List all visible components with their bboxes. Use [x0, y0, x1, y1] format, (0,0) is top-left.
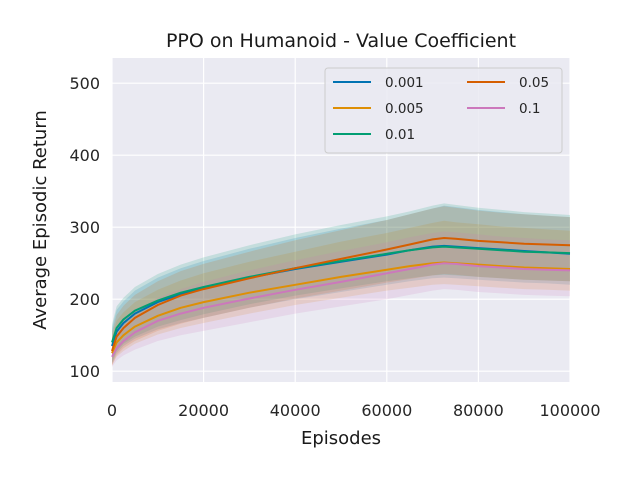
y-tick-label: 100	[69, 362, 100, 381]
x-tick-labels: 0 20000 40000 60000 80000 100000	[107, 401, 601, 420]
legend-label-0.005: 0.005	[385, 101, 424, 117]
legend-label-0.01: 0.01	[385, 127, 415, 143]
legend-label-0.05: 0.05	[519, 75, 549, 91]
series-band-0.005	[112, 220, 570, 366]
x-tick-label: 20000	[178, 401, 229, 420]
series-line-0.01	[111, 245, 571, 343]
series-band-0.01	[112, 203, 570, 363]
y-tick-label: 200	[69, 290, 100, 309]
x-axis-label: Episodes	[301, 428, 381, 449]
legend: 0.001 0.005 0.01 0.05 0.1	[324, 67, 563, 154]
y-axis-label: Average Episodic Return	[30, 110, 51, 330]
series-line-0.005	[111, 261, 571, 354]
x-tick-label: 80000	[453, 401, 504, 420]
legend-box	[324, 67, 563, 154]
y-tick-label: 400	[69, 146, 100, 165]
x-tick-label: 40000	[270, 401, 321, 420]
x-tick-label: 0	[107, 401, 117, 420]
series-line-0.05	[111, 237, 571, 352]
chart-title: PPO on Humanoid - Value Coefficient	[166, 30, 516, 52]
x-tick-label: 100000	[539, 401, 600, 420]
legend-label-0.1: 0.1	[519, 101, 540, 117]
x-tick-label: 60000	[361, 401, 412, 420]
y-tick-label: 500	[69, 74, 100, 93]
series-band-0.1	[112, 231, 570, 367]
series-line-0.1	[111, 262, 571, 358]
series-band-0.001	[112, 205, 570, 364]
y-tick-labels: 100 200 300 400 500	[69, 74, 100, 381]
legend-label-0.001: 0.001	[385, 75, 424, 91]
y-tick-label: 300	[69, 218, 100, 237]
series-lines	[111, 237, 571, 358]
